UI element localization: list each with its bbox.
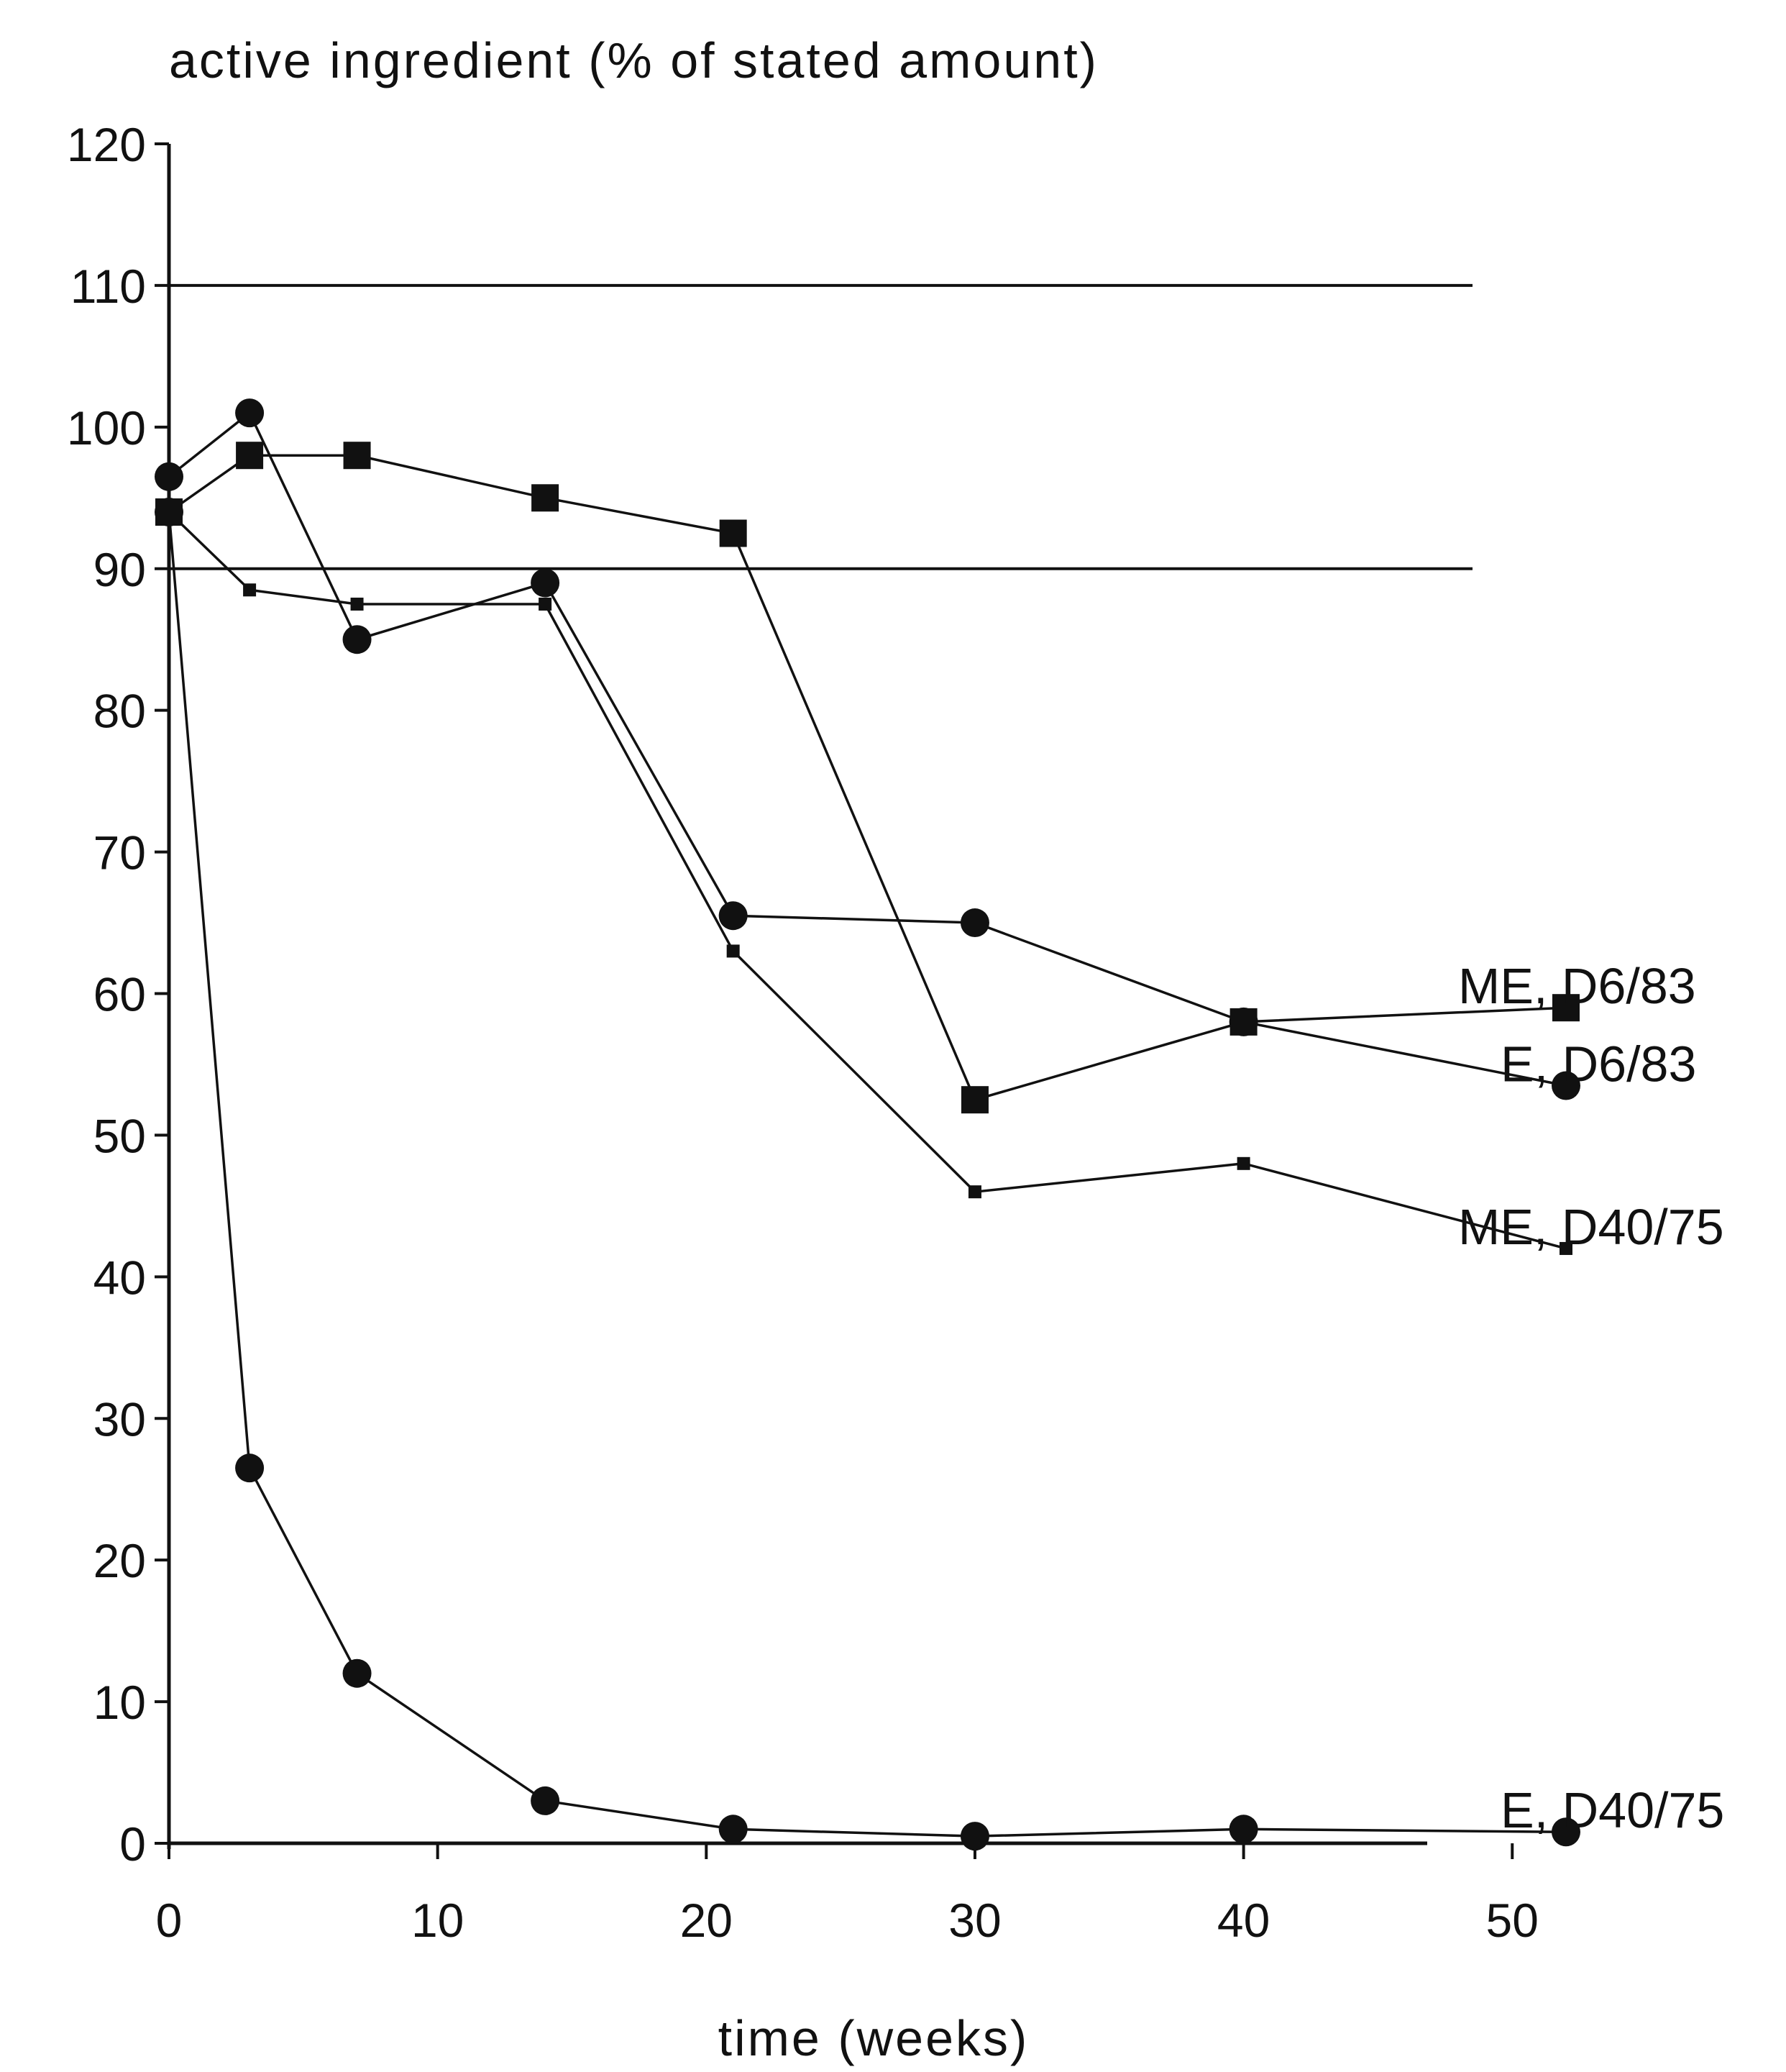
x-tick-label: 10 [411,1894,464,1947]
series-line [168,411,1567,1087]
series [155,398,1580,1851]
y-tick-label: 90 [93,543,146,596]
data-point [235,398,265,428]
y-tick-label: 50 [93,1109,146,1162]
y-tick-label: 60 [93,968,146,1021]
series-label: ME, D40/75 [1458,1199,1724,1255]
y-axis-title: active ingredient (% of stated amount) [169,32,1099,88]
y-tick-label: 30 [93,1392,146,1446]
series-line [168,454,1567,1101]
y-tick-label: 20 [93,1534,146,1587]
data-point [718,1815,748,1844]
data-point [1237,1156,1250,1170]
x-tick-label: 40 [1217,1894,1270,1947]
data-point [719,519,747,547]
y-tick-label: 0 [119,1817,146,1871]
series-line [168,511,1567,1838]
data-point [342,1658,372,1688]
data-point [1560,1241,1572,1255]
data-point [342,625,372,654]
data-point [155,497,183,526]
data-point [531,568,560,598]
series-labels: ME, D6/83 E, D6/83 ME, D40/75 E, D40/75 [1458,958,1724,1838]
x-axis-title: time (weeks) [718,2010,1030,2066]
data-point [960,1822,989,1851]
data-point [235,1453,265,1483]
x-tick-label: 20 [680,1894,733,1947]
series-label: ME, D6/83 [1458,958,1696,1014]
y-tick-label: 80 [93,685,146,738]
x-tick-label: 50 [1486,1894,1539,1947]
data-point [1229,1007,1258,1036]
data-point [343,442,371,470]
data-point [539,597,552,611]
data-point [531,484,559,512]
data-point [968,1185,981,1199]
data-point [1552,1817,1580,1847]
x-tick-label: 30 [948,1894,1001,1947]
y-tick-label: 120 [67,118,146,171]
series-4 [155,497,1580,1851]
y-tick-label: 70 [93,826,146,880]
data-point [960,908,989,938]
data-point [1552,994,1580,1022]
data-point [155,462,183,491]
axes: 0 10 20 30 40 50 60 70 80 90 100 110 120 0 10 20 30 40 50 [67,118,1539,1947]
y-tick-label: 10 [93,1676,146,1729]
series-label: E, D40/75 [1501,1782,1724,1838]
series-1 [155,442,1580,1114]
data-point [1552,1071,1580,1100]
data-point [243,583,257,597]
series-line [168,511,1567,1250]
y-tick-label: 100 [67,401,146,455]
data-point [236,442,264,470]
y-tick-label: 40 [93,1251,146,1304]
series-3 [162,505,1572,1255]
data-point [350,597,364,611]
y-tick-label: 110 [70,260,146,313]
data-point [1229,1815,1258,1844]
data-point [961,1086,989,1114]
series-label: E, D6/83 [1501,1036,1696,1092]
data-point [726,944,740,958]
data-point [531,1786,560,1815]
series-2 [155,398,1580,1100]
data-point [718,901,748,931]
x-tick-label: 0 [156,1894,183,1947]
reference-lines [169,283,1473,570]
